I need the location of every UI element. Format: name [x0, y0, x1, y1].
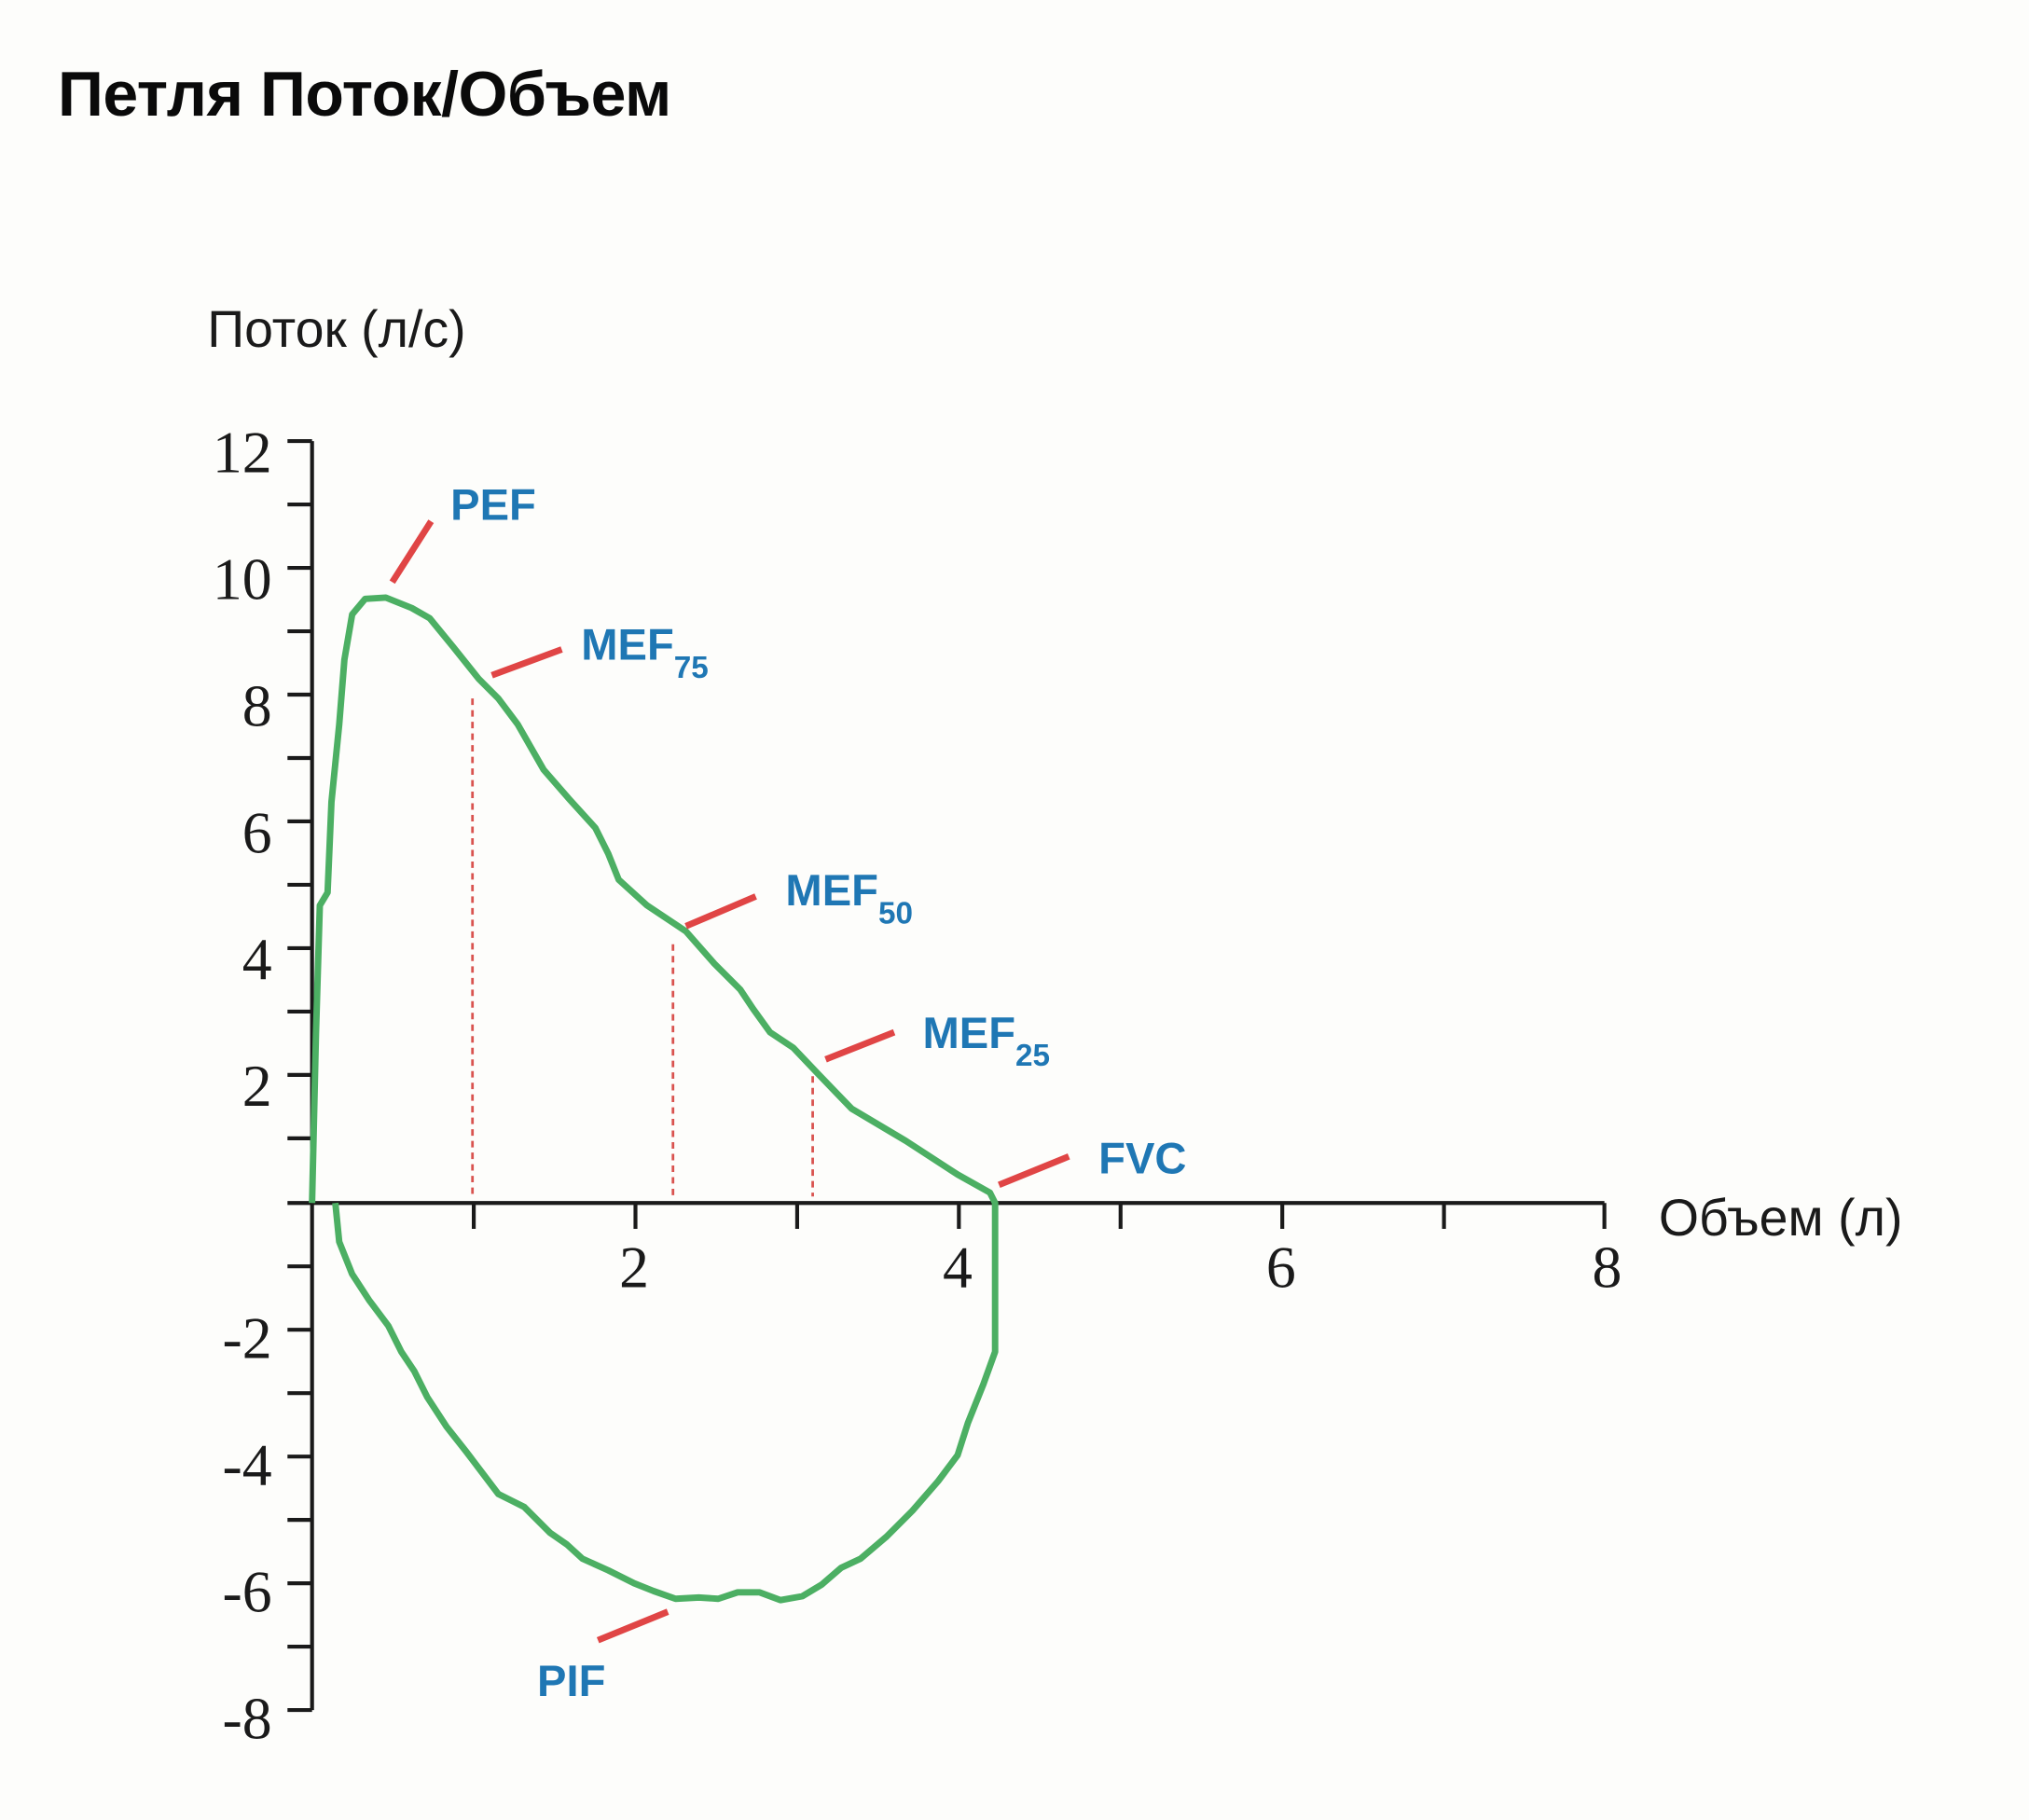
label-pif: PIF: [537, 1656, 605, 1705]
svg-text:6: 6: [242, 799, 272, 865]
axes: [287, 439, 1607, 1713]
mef-reference-lines: [471, 698, 814, 1197]
svg-text:10: 10: [213, 545, 272, 612]
svg-text:8: 8: [1592, 1234, 1622, 1300]
svg-text:2: 2: [242, 1053, 272, 1119]
svg-text:12: 12: [213, 419, 272, 485]
chart-title: Петля Поток/Объем: [58, 59, 671, 130]
label-fvc: FVC: [1098, 1133, 1186, 1182]
annotation-labels: PEF MEF75 MEF50 MEF25 FVC PIF: [450, 480, 1186, 1705]
flow-volume-curve: [309, 594, 999, 1604]
svg-text:-6: -6: [223, 1559, 272, 1625]
svg-text:-2: -2: [223, 1305, 272, 1372]
svg-text:-4: -4: [223, 1432, 272, 1498]
svg-text:4: 4: [242, 926, 272, 992]
label-pef: PEF: [450, 480, 536, 530]
label-mef75: MEF75: [581, 620, 709, 685]
svg-text:6: 6: [1266, 1234, 1296, 1300]
label-mef25: MEF25: [922, 1008, 1050, 1073]
annotation-pointers: [389, 519, 1070, 1644]
x-tick-labels: 2 4 6 8: [619, 1234, 1622, 1300]
svg-text:8: 8: [242, 672, 272, 738]
y-axis-title: Поток (л/с): [207, 300, 465, 358]
x-axis-title: Объем (л): [1659, 1189, 1903, 1247]
svg-text:4: 4: [943, 1234, 973, 1300]
label-mef50: MEF50: [785, 865, 913, 931]
svg-text:-8: -8: [223, 1686, 272, 1752]
svg-text:2: 2: [619, 1234, 649, 1300]
y-tick-labels: 12 10 8 6 4 2 -2 -4 -6 -8: [213, 419, 272, 1751]
